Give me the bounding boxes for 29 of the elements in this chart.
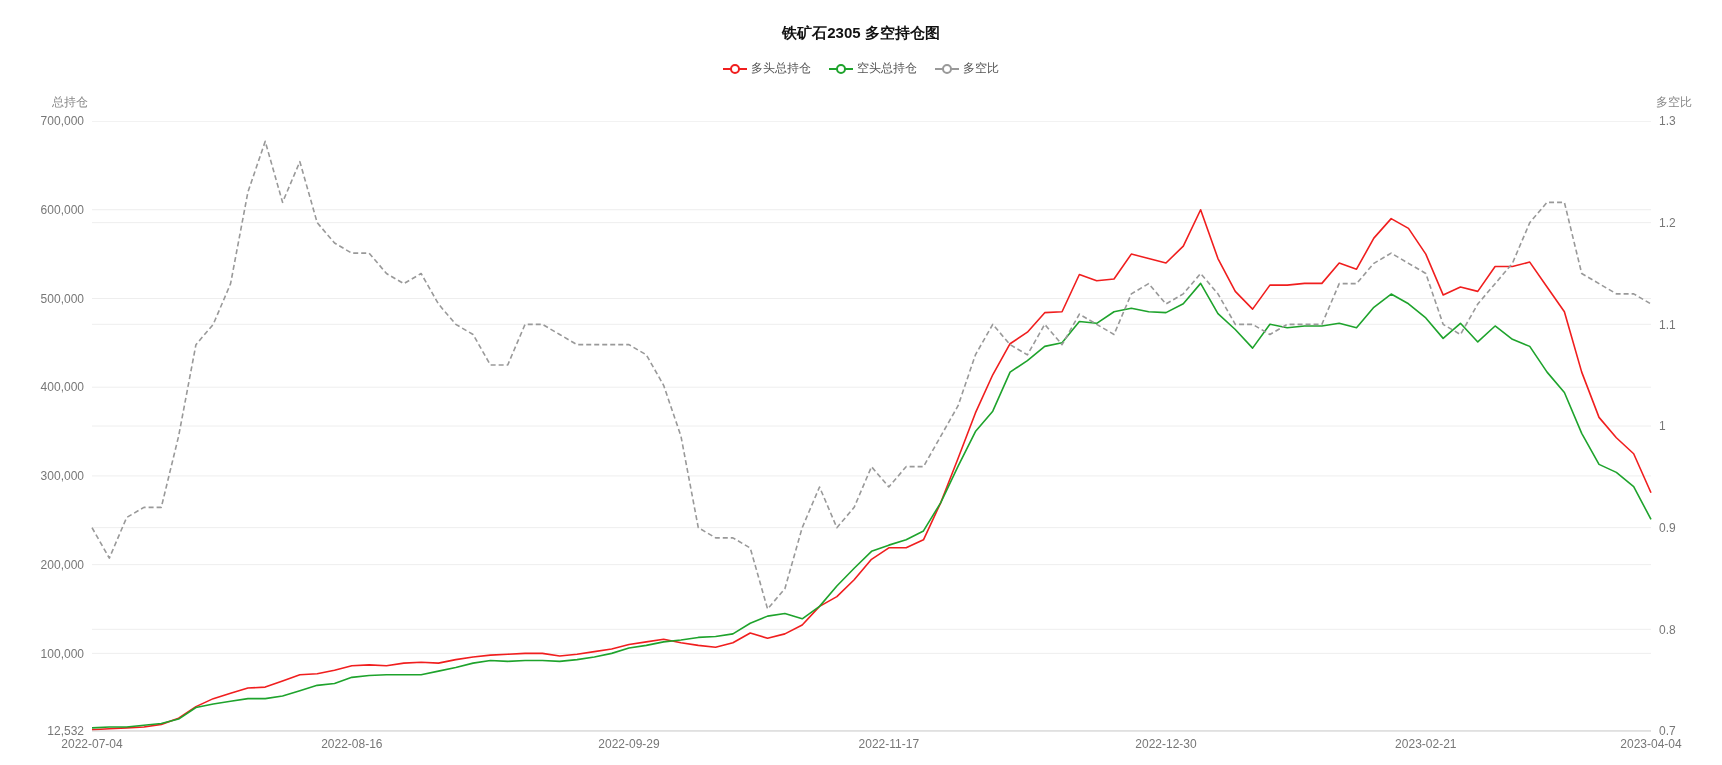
y2-tick-label: 0.7	[1659, 724, 1677, 739]
y-tick-label: 300,000	[40, 469, 85, 484]
y-tick-label: 100,000	[40, 646, 85, 661]
x-tick-label: 2022-11-17	[858, 736, 920, 751]
x-tick-label: 2022-07-04	[61, 736, 124, 751]
x-tick-label: 2022-12-30	[1135, 736, 1197, 751]
chart-title: 铁矿石2305 多空持仓图	[780, 24, 941, 43]
y2-tick-label: 1.1	[1659, 317, 1677, 332]
y-axis-title: 总持仓	[52, 94, 88, 111]
line-series	[91, 140, 1652, 610]
y-tick-label: 600,000	[40, 202, 85, 217]
y2-tick-label: 1	[1659, 419, 1666, 434]
y2-axis-title: 多空比	[1656, 94, 1692, 111]
y-tick-label: 500,000	[40, 291, 85, 306]
x-tick-label: 2023-04-04	[1620, 736, 1683, 751]
y-tick-label: 400,000	[40, 380, 85, 395]
y2-tick-label: 0.8	[1659, 622, 1677, 637]
y2-tick-label: 1.2	[1659, 215, 1677, 230]
y-tick-label: 700,000	[40, 114, 85, 129]
x-tick-label: 2022-08-16	[321, 736, 383, 751]
x-tick-label: 2022-09-29	[598, 736, 660, 751]
legend-label: 空头总持仓	[857, 60, 917, 77]
y-tick-label: 12,532	[47, 724, 85, 739]
y2-tick-label: 1.3	[1659, 114, 1677, 129]
x-tick-label: 2023-02-21	[1395, 736, 1457, 751]
y-tick-label: 200,000	[40, 557, 85, 572]
legend-label: 多空比	[963, 60, 999, 77]
y2-tick-label: 0.9	[1659, 520, 1677, 535]
legend-label: 多头总持仓	[751, 60, 811, 77]
